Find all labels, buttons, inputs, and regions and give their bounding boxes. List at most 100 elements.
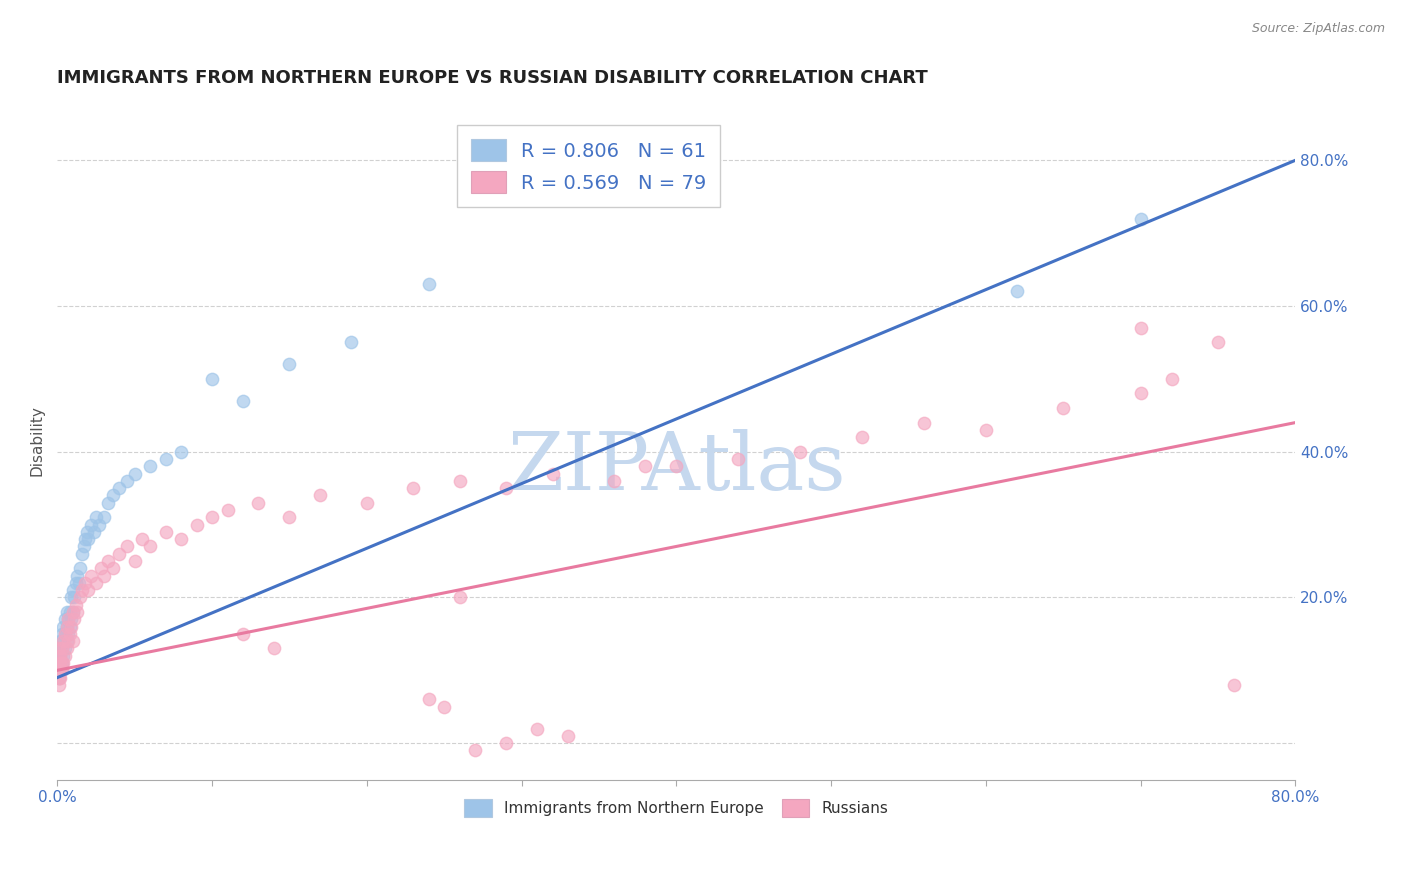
Point	[48, 648, 70, 663]
Point	[80, 568, 103, 582]
Point	[495, 481, 517, 495]
Point	[69, 561, 91, 575]
Point	[48, 671, 70, 685]
Point	[402, 481, 425, 495]
Point	[124, 554, 146, 568]
Point	[48, 663, 70, 677]
Point	[1129, 211, 1152, 226]
Point	[60, 619, 83, 633]
Legend: Immigrants from Northern Europe, Russians: Immigrants from Northern Europe, Russian…	[458, 793, 894, 822]
Point	[52, 656, 75, 670]
Point	[665, 459, 688, 474]
Point	[48, 671, 70, 685]
Text: IMMIGRANTS FROM NORTHERN EUROPE VS RUSSIAN DISABILITY CORRELATION CHART: IMMIGRANTS FROM NORTHERN EUROPE VS RUSSI…	[58, 69, 928, 87]
Point	[449, 591, 471, 605]
Point	[449, 474, 471, 488]
Point	[433, 699, 456, 714]
Point	[59, 627, 82, 641]
Point	[232, 627, 254, 641]
Point	[53, 648, 76, 663]
Point	[62, 634, 84, 648]
Point	[974, 423, 997, 437]
Point	[60, 612, 83, 626]
Point	[60, 591, 83, 605]
Point	[62, 605, 84, 619]
Point	[49, 663, 72, 677]
Point	[53, 612, 76, 626]
Point	[108, 481, 131, 495]
Point	[55, 634, 77, 648]
Point	[115, 474, 138, 488]
Point	[53, 627, 76, 641]
Point	[84, 510, 107, 524]
Point	[75, 575, 97, 590]
Point	[201, 510, 224, 524]
Point	[87, 517, 110, 532]
Point	[77, 583, 100, 598]
Point	[603, 474, 626, 488]
Point	[59, 605, 82, 619]
Point	[75, 532, 97, 546]
Point	[49, 663, 72, 677]
Point	[727, 452, 749, 467]
Point	[155, 524, 177, 539]
Point	[1129, 386, 1152, 401]
Point	[97, 554, 120, 568]
Point	[97, 496, 120, 510]
Point	[49, 641, 72, 656]
Point	[541, 467, 564, 481]
Point	[51, 641, 73, 656]
Point	[55, 605, 77, 619]
Point	[55, 641, 77, 656]
Point	[62, 583, 84, 598]
Point	[49, 671, 72, 685]
Point	[51, 627, 73, 641]
Point	[418, 692, 440, 706]
Point	[65, 598, 87, 612]
Point	[464, 743, 486, 757]
Point	[49, 634, 72, 648]
Point	[356, 496, 378, 510]
Point	[634, 459, 657, 474]
Point	[278, 357, 301, 371]
Point	[76, 524, 98, 539]
Point	[63, 612, 86, 626]
Point	[49, 656, 72, 670]
Point	[1052, 401, 1074, 415]
Point	[247, 496, 270, 510]
Text: Source: ZipAtlas.com: Source: ZipAtlas.com	[1251, 22, 1385, 36]
Point	[155, 452, 177, 467]
Point	[108, 547, 131, 561]
Point	[55, 619, 77, 633]
Point	[53, 627, 76, 641]
Point	[70, 583, 93, 598]
Point	[51, 641, 73, 656]
Point	[90, 561, 112, 575]
Point	[170, 444, 193, 458]
Y-axis label: Disability: Disability	[30, 405, 44, 476]
Point	[278, 510, 301, 524]
Point	[56, 612, 79, 626]
Text: ZIPAtlas: ZIPAtlas	[508, 429, 845, 507]
Point	[65, 575, 87, 590]
Point	[232, 393, 254, 408]
Point	[80, 517, 103, 532]
Point	[48, 663, 70, 677]
Point	[52, 648, 75, 663]
Point	[101, 561, 124, 575]
Point	[51, 656, 73, 670]
Point	[48, 648, 70, 663]
Point	[72, 540, 94, 554]
Point	[340, 335, 363, 350]
Point	[48, 656, 70, 670]
Point	[49, 648, 72, 663]
Point	[59, 619, 82, 633]
Point	[1005, 285, 1028, 299]
Point	[115, 540, 138, 554]
Point	[418, 277, 440, 292]
Point	[48, 678, 70, 692]
Point	[1160, 372, 1182, 386]
Point	[53, 641, 76, 656]
Point	[66, 605, 89, 619]
Point	[83, 524, 105, 539]
